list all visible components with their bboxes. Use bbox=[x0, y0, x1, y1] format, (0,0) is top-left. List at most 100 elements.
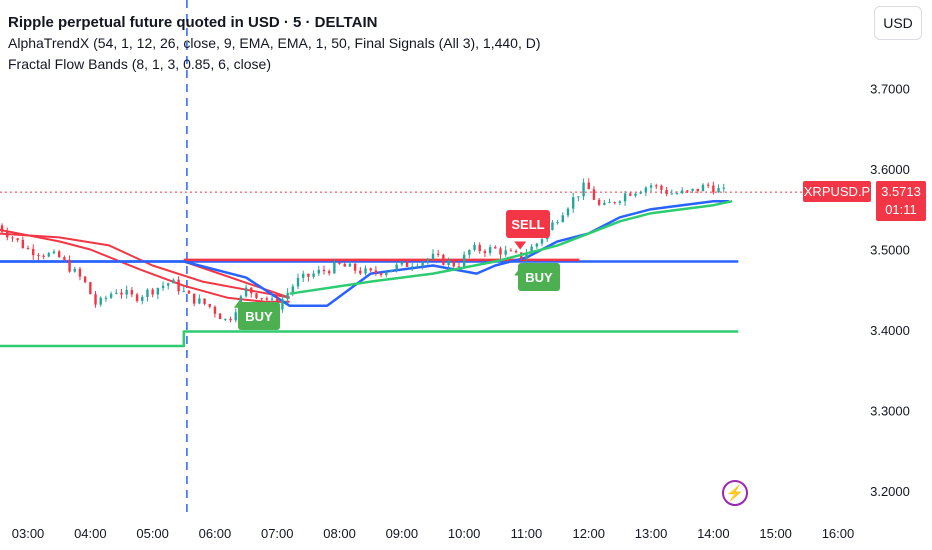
red-band-line bbox=[0, 228, 290, 303]
candle-body bbox=[83, 276, 87, 283]
candle-body bbox=[6, 231, 9, 238]
x-axis-tick-label: 06:00 bbox=[199, 526, 232, 541]
candle-body bbox=[436, 253, 440, 255]
candle-body bbox=[696, 188, 699, 192]
candle-body bbox=[395, 264, 398, 270]
candle-body bbox=[234, 312, 237, 321]
x-axis-tick-label: 12:00 bbox=[572, 526, 605, 541]
x-axis-tick-label: 11:00 bbox=[511, 526, 543, 541]
candle-body bbox=[353, 263, 357, 271]
x-axis-tick-label: 10:00 bbox=[448, 526, 481, 541]
candle-body bbox=[327, 271, 331, 274]
candle-body bbox=[462, 254, 466, 268]
candle-body bbox=[416, 266, 419, 268]
candle-body bbox=[660, 185, 663, 190]
chart-title: Ripple perpetual future quoted in USD · … bbox=[8, 14, 378, 31]
x-axis-tick-label: 09:00 bbox=[386, 526, 419, 541]
candle-body bbox=[603, 202, 606, 205]
candle-body bbox=[613, 202, 616, 204]
candle-body bbox=[94, 294, 97, 305]
candle-body bbox=[161, 285, 165, 289]
x-axis-tick-label: 04:00 bbox=[74, 526, 107, 541]
green-floor-line bbox=[0, 330, 739, 348]
indicator-fractal-flow-bands[interactable]: Fractal Flow Bands (8, 1, 3, 0.85, 6, cl… bbox=[8, 56, 272, 72]
candle-body bbox=[530, 246, 533, 254]
candle-body bbox=[665, 189, 668, 195]
candle-body bbox=[644, 187, 648, 193]
candle-body bbox=[104, 297, 108, 299]
candle-body bbox=[686, 190, 689, 192]
candle-body bbox=[37, 255, 40, 257]
candle-body bbox=[182, 290, 185, 292]
x-axis-tick-label: 08:00 bbox=[323, 526, 356, 541]
candle-body bbox=[265, 298, 269, 300]
candle-body bbox=[21, 239, 25, 248]
candle-body bbox=[291, 286, 295, 293]
flash-icon[interactable]: ⚡ bbox=[722, 480, 748, 506]
candle-body bbox=[488, 247, 492, 254]
candle-body bbox=[286, 292, 289, 300]
candle-body bbox=[411, 266, 414, 268]
candle-body bbox=[156, 288, 160, 295]
candle-body bbox=[400, 261, 404, 265]
candle-body bbox=[431, 253, 435, 259]
candle-body bbox=[582, 182, 585, 197]
candle-body bbox=[177, 279, 180, 292]
candle-body bbox=[494, 247, 497, 249]
candle-body bbox=[369, 268, 372, 271]
candle-body bbox=[73, 268, 76, 272]
candle-body bbox=[135, 294, 139, 301]
x-axis-tick-label: 13:00 bbox=[635, 526, 668, 541]
candle-body bbox=[478, 244, 481, 252]
candle-body bbox=[385, 271, 388, 275]
candle-body bbox=[89, 282, 92, 295]
candle-body bbox=[499, 248, 502, 255]
candle-body bbox=[681, 190, 684, 194]
candle-body bbox=[338, 262, 341, 264]
candle-body bbox=[452, 260, 455, 267]
candle-body bbox=[608, 202, 611, 204]
candle-body bbox=[187, 290, 191, 294]
candle-body bbox=[260, 298, 263, 300]
y-axis-tick-label: 3.3000 bbox=[870, 403, 910, 418]
candle-body bbox=[224, 318, 227, 320]
candle-body bbox=[125, 290, 128, 295]
candle-body bbox=[364, 268, 367, 274]
last-price-value: 3.5713 bbox=[881, 184, 921, 199]
x-axis-tick-label: 05:00 bbox=[136, 526, 169, 541]
y-axis-tick-label: 3.7000 bbox=[870, 82, 910, 97]
candle-body bbox=[426, 258, 430, 262]
candle-body bbox=[218, 313, 222, 320]
candle-body bbox=[32, 248, 35, 256]
candle-body bbox=[312, 273, 315, 277]
candle-body bbox=[639, 192, 642, 194]
candle-body bbox=[146, 289, 149, 297]
candle-body bbox=[99, 297, 102, 305]
candle-body bbox=[348, 263, 352, 267]
candle-body bbox=[68, 259, 71, 272]
candle-body bbox=[706, 184, 710, 186]
candle-body bbox=[130, 290, 134, 295]
candle-body bbox=[405, 261, 409, 267]
candle-body bbox=[618, 201, 622, 203]
candle-body bbox=[717, 188, 720, 193]
currency-button[interactable]: USD bbox=[874, 6, 922, 40]
candle-body bbox=[514, 250, 518, 253]
y-axis-tick-label: 3.2000 bbox=[870, 484, 910, 499]
candle-body bbox=[712, 185, 715, 193]
candle-body bbox=[629, 193, 632, 196]
candle-body bbox=[343, 263, 346, 267]
candle-body bbox=[571, 197, 575, 209]
candle-body bbox=[483, 251, 487, 254]
candle-body bbox=[322, 269, 326, 272]
candle-body bbox=[203, 298, 206, 305]
candle-body bbox=[250, 287, 253, 294]
candle-body bbox=[281, 299, 284, 310]
candle-body bbox=[701, 184, 705, 192]
candle-body bbox=[52, 251, 56, 254]
candle-body bbox=[447, 260, 450, 265]
sell-signal-arrow bbox=[514, 241, 527, 250]
candle-body bbox=[587, 182, 590, 190]
indicator-alphatrendx[interactable]: AlphaTrendX (54, 1, 12, 26, close, 9, EM… bbox=[8, 35, 541, 51]
